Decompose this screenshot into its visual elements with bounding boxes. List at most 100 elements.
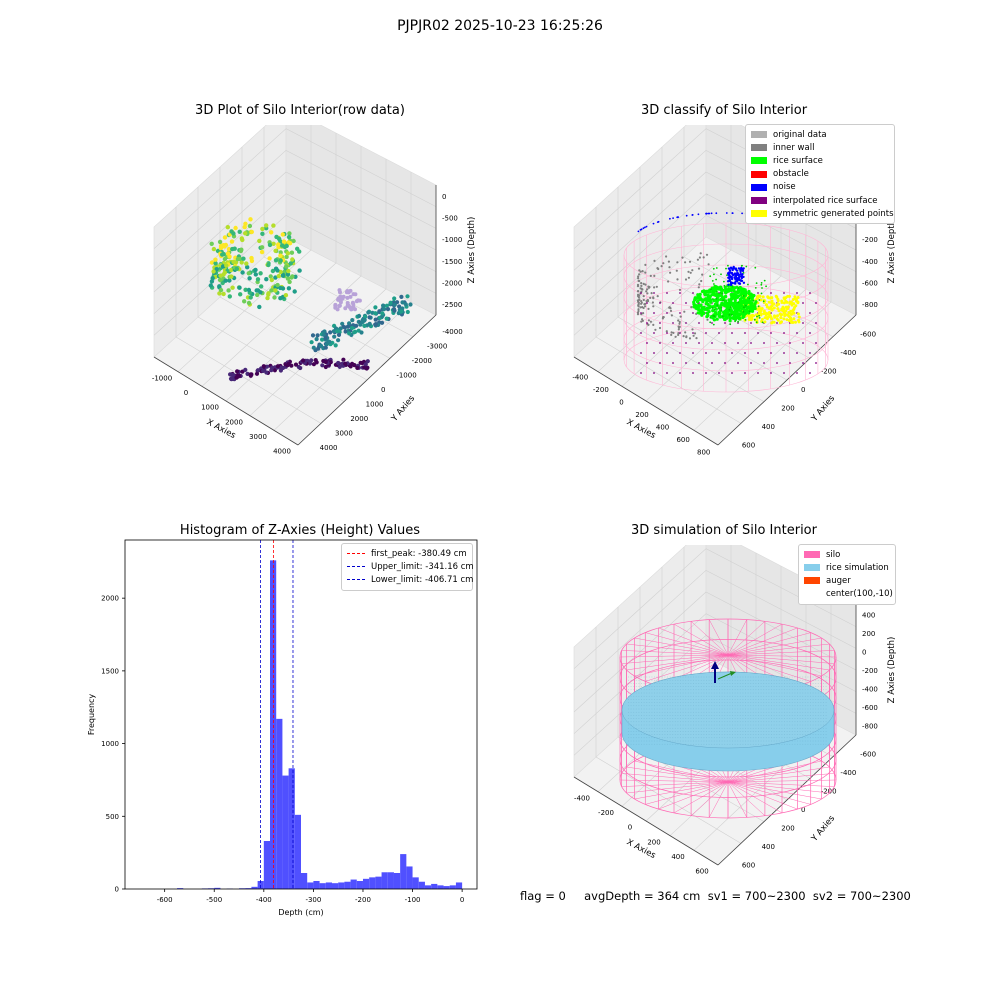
inner-wall-point [640, 320, 643, 323]
data-point [217, 239, 223, 245]
rice-surface-point [743, 306, 745, 309]
inner-wall-point [685, 335, 688, 338]
inner-wall-point [642, 282, 645, 285]
x-axis-line [573, 356, 719, 446]
data-point [332, 334, 337, 339]
data-point [241, 256, 246, 261]
silo-roof-wire [727, 650, 835, 656]
interpolated-point [776, 322, 778, 324]
symmetric-point [767, 296, 770, 300]
rice-surface-point [745, 304, 747, 307]
y-tick-label: 0 [381, 386, 385, 394]
interpolated-point [763, 362, 765, 364]
silo-floor-wire [708, 781, 729, 818]
rice-surface-point [731, 295, 735, 299]
interpolated-point [705, 332, 707, 334]
data-point [264, 370, 269, 375]
rice-surface-point [717, 313, 722, 317]
symmetric-point [780, 320, 783, 324]
symmetric-point [770, 304, 774, 308]
data-point [276, 242, 281, 247]
interpolated-point [666, 312, 668, 314]
inner-wall-point [636, 313, 640, 316]
data-point [278, 368, 283, 373]
histogram-bar [431, 883, 438, 889]
silo-roof-wire [727, 632, 811, 656]
panel3-title: Histogram of Z-Axies (Height) Values [179, 523, 421, 538]
symmetric-point [758, 308, 762, 312]
inner-wall-point [638, 269, 641, 272]
symmetric-point [793, 306, 796, 309]
noise-point [656, 221, 659, 223]
legend-item: center(100,-10) [804, 588, 893, 601]
y-tick-label: -600 [860, 330, 876, 338]
interpolated-point [640, 292, 642, 294]
data-point [260, 231, 265, 236]
rice-surface-point [752, 299, 755, 302]
data-point [333, 305, 338, 310]
plot-frame [124, 539, 478, 890]
data-point [323, 359, 328, 365]
rice-surface-point [720, 288, 724, 292]
x-axis-label: X Axies [625, 417, 658, 441]
silo-roof-wire [621, 650, 729, 656]
x-axis-line [573, 776, 719, 866]
data-point [363, 362, 368, 367]
data-point [255, 292, 260, 298]
noise-point [715, 212, 718, 215]
y-tick-label: -200 [821, 787, 837, 795]
data-point [287, 231, 292, 236]
inner-wall-point [649, 274, 652, 277]
noise-point [705, 212, 708, 215]
data-point [337, 303, 342, 308]
inner-wall-point [683, 310, 686, 313]
interpolated-point [776, 342, 778, 344]
noise-point [731, 273, 735, 277]
data-point [284, 254, 289, 260]
data-point [276, 273, 281, 279]
data-point [403, 302, 408, 307]
silo-floor-wire [634, 781, 729, 800]
rice-surface-point [703, 291, 707, 295]
histogram-bar [270, 560, 277, 889]
rice-surface-point [715, 301, 719, 305]
data-point [229, 239, 235, 244]
histogram-bar [214, 887, 221, 889]
y-tick-label: 200 [781, 405, 794, 413]
y-tick-label: -600 [860, 750, 876, 758]
interpolated-point [809, 312, 811, 314]
inner-wall-point [641, 306, 644, 309]
interpolated-point [802, 362, 804, 364]
symmetric-point [791, 321, 795, 324]
rice-surface-point [705, 315, 709, 319]
data-point [382, 307, 387, 312]
silo-roof-wire [708, 619, 729, 656]
inner-wall-point [701, 273, 704, 276]
symmetric-point [767, 306, 771, 310]
symmetric-point [787, 319, 791, 322]
inner-wall-point [689, 271, 692, 274]
auger-arrow-icon [711, 661, 719, 669]
inner-wall-point [636, 290, 640, 293]
legend-label: Lower_limit: -406.71 cm [371, 574, 474, 585]
gridline [705, 548, 857, 627]
inner-wall-point [672, 331, 675, 334]
data-point [235, 256, 241, 262]
symmetric-point [779, 313, 783, 317]
inner-wall-point [640, 300, 643, 303]
data-point [391, 307, 397, 312]
noise-point [729, 283, 733, 287]
rice-surface-point [698, 298, 702, 302]
inner-wall-point [639, 270, 642, 273]
data-point [269, 230, 274, 235]
legend-line [347, 579, 365, 581]
interpolated-point [666, 332, 668, 334]
symmetric-point [794, 320, 797, 324]
interpolated-point [659, 362, 661, 364]
interpolated-point [796, 352, 798, 354]
data-point [400, 300, 405, 305]
silo-floor-wire [673, 781, 729, 814]
data-point [246, 287, 252, 293]
legend-item: first_peak: -380.49 cm [347, 547, 467, 560]
data-point [217, 284, 222, 289]
